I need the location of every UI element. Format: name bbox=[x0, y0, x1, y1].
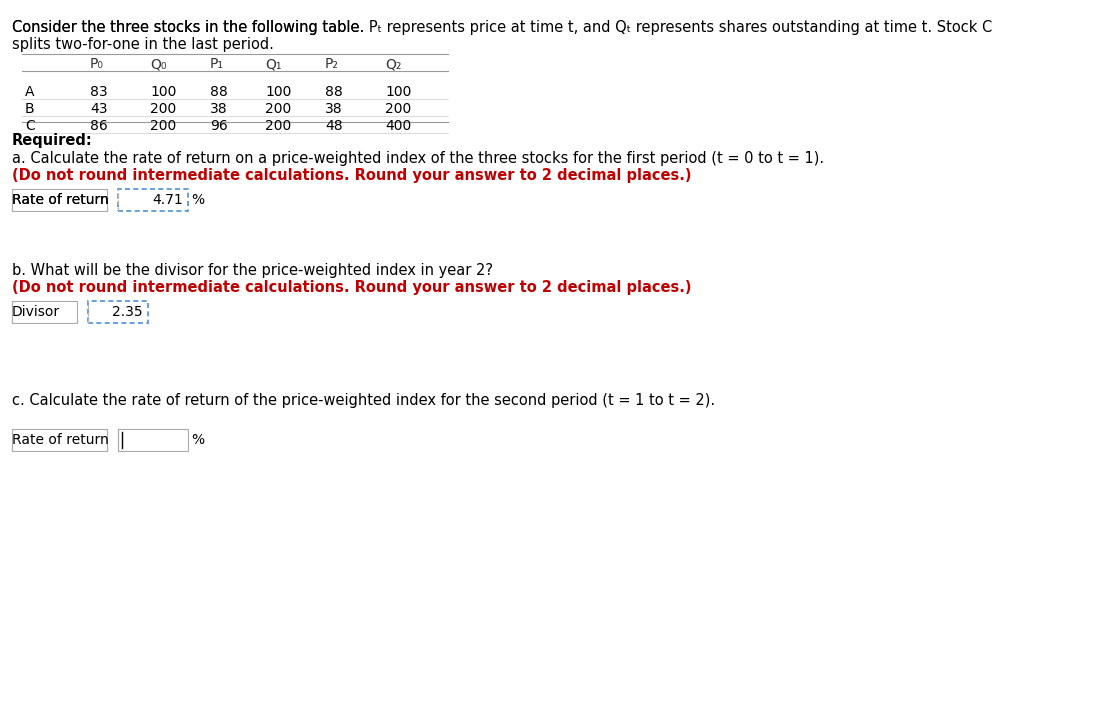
Text: Divisor: Divisor bbox=[12, 305, 60, 319]
Text: 200: 200 bbox=[150, 102, 177, 116]
Text: P₀: P₀ bbox=[90, 57, 104, 71]
Text: 200: 200 bbox=[385, 102, 411, 116]
Text: %: % bbox=[191, 433, 204, 447]
Text: P₂: P₂ bbox=[325, 57, 339, 71]
Text: 38: 38 bbox=[325, 102, 343, 116]
Text: Rate of return: Rate of return bbox=[12, 433, 108, 447]
Text: A: A bbox=[25, 85, 34, 99]
Text: 86: 86 bbox=[90, 119, 108, 133]
Text: splits two-for-one in the last period.: splits two-for-one in the last period. bbox=[12, 37, 274, 52]
Text: c. Calculate the rate of return of the price-weighted index for the second perio: c. Calculate the rate of return of the p… bbox=[12, 393, 715, 408]
Text: P₁: P₁ bbox=[210, 57, 224, 71]
Text: %: % bbox=[191, 193, 204, 207]
Text: 200: 200 bbox=[265, 119, 292, 133]
Text: Q₂: Q₂ bbox=[385, 57, 401, 71]
Text: Q₁: Q₁ bbox=[265, 57, 282, 71]
Text: 200: 200 bbox=[265, 102, 292, 116]
Text: 88: 88 bbox=[325, 85, 343, 99]
Text: (Do not round intermediate calculations. Round your answer to 2 decimal places.): (Do not round intermediate calculations.… bbox=[12, 280, 692, 295]
Text: 48: 48 bbox=[325, 119, 343, 133]
Text: Rate of return: Rate of return bbox=[12, 193, 108, 207]
Text: 100: 100 bbox=[385, 85, 411, 99]
Text: 96: 96 bbox=[210, 119, 228, 133]
Text: a. Calculate the rate of return on a price-weighted index of the three stocks fo: a. Calculate the rate of return on a pri… bbox=[12, 151, 829, 166]
Text: Required:: Required: bbox=[12, 133, 93, 148]
Text: 43: 43 bbox=[90, 102, 107, 116]
Text: 2.35: 2.35 bbox=[113, 305, 143, 319]
Text: Consider the three stocks in the following table.: Consider the three stocks in the followi… bbox=[12, 20, 369, 35]
Text: 200: 200 bbox=[150, 119, 177, 133]
Text: Consider the three stocks in the following table. Pₜ represents price at time t,: Consider the three stocks in the followi… bbox=[12, 20, 992, 35]
Text: b. What will be the divisor for the price-weighted index in year 2?: b. What will be the divisor for the pric… bbox=[12, 263, 497, 278]
Text: 88: 88 bbox=[210, 85, 228, 99]
Text: 83: 83 bbox=[90, 85, 107, 99]
Text: C: C bbox=[25, 119, 34, 133]
Text: 100: 100 bbox=[150, 85, 177, 99]
Text: B: B bbox=[25, 102, 34, 116]
Text: (Do not round intermediate calculations. Round your answer to 2 decimal places.): (Do not round intermediate calculations.… bbox=[12, 168, 692, 183]
Text: Rate of return: Rate of return bbox=[12, 193, 108, 207]
Text: 38: 38 bbox=[210, 102, 228, 116]
Text: Q₀: Q₀ bbox=[150, 57, 167, 71]
Text: 4.71: 4.71 bbox=[152, 193, 183, 207]
Text: 400: 400 bbox=[385, 119, 411, 133]
Text: 100: 100 bbox=[265, 85, 292, 99]
